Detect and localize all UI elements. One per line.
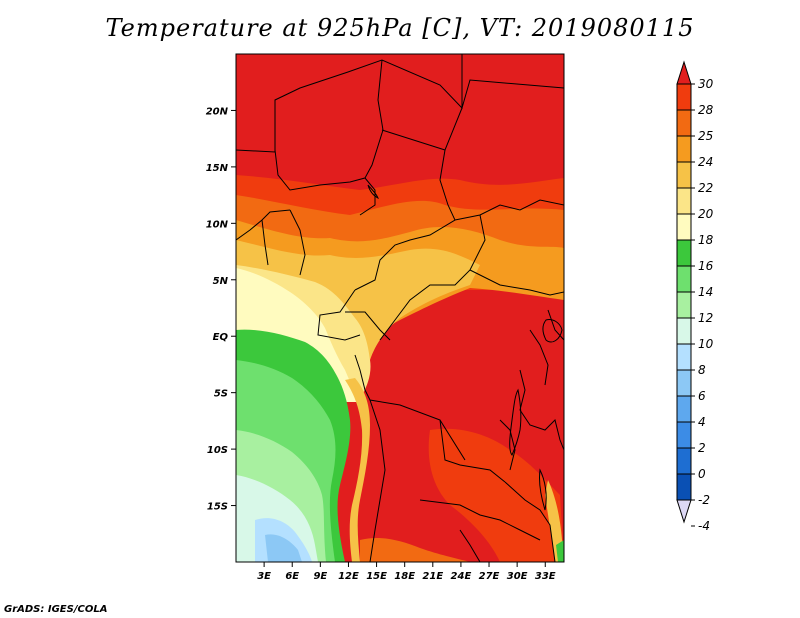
credit-text: GrADS: IGES/COLA	[4, 604, 108, 615]
colorbar-label: 30	[698, 77, 714, 91]
lat-tick-label: 5N	[213, 276, 229, 287]
colorbar-label: 28	[698, 103, 714, 117]
colorbar-label: 16	[698, 259, 714, 273]
lon-tick-label: 33E	[535, 571, 556, 582]
colorbar-label: -4	[698, 519, 710, 533]
lat-tick-label: 20N	[206, 106, 229, 117]
lat-tick-label: 15N	[206, 163, 229, 174]
lon-tick-label: 3E	[257, 571, 271, 582]
lat-tick-label: 10N	[206, 219, 229, 230]
colorbar-top-arrow	[676, 60, 692, 85]
colorbar-label: 18	[698, 233, 714, 247]
colorbar-swatch	[676, 213, 692, 241]
lon-tick-label: 30E	[507, 571, 528, 582]
colorbar-label: 12	[698, 311, 713, 325]
map-fill	[236, 54, 564, 562]
colorbar-label: 20	[698, 207, 714, 221]
colorbar-swatch	[676, 317, 692, 345]
colorbar-swatch	[676, 239, 692, 267]
colorbar-label: 4	[698, 415, 706, 429]
colorbar-swatch	[676, 187, 692, 215]
lon-tick-label: 15E	[366, 571, 387, 582]
lon-tick-label: 9E	[313, 571, 327, 582]
colorbar-swatch	[676, 421, 692, 449]
map-title: Temperature at 925hPa [C], VT: 201908011…	[105, 14, 695, 42]
colorbar-label: 2	[698, 441, 706, 455]
colorbar-label: 14	[698, 285, 713, 299]
colorbar-label: -2	[698, 493, 710, 507]
colorbar-label: 8	[698, 363, 706, 377]
lon-tick-label: 18E	[394, 571, 415, 582]
colorbar-bottom-arrow	[676, 499, 692, 524]
colorbar-label: 10	[698, 337, 714, 351]
lon-tick-label: 24E	[451, 571, 472, 582]
colorbar-label: 25	[698, 129, 713, 143]
longitude-axis: 3E 6E 9E 12E 15E 18E 21E 24E 27E 30E 33E	[257, 562, 556, 582]
colorbar-swatch	[676, 161, 692, 189]
colorbar-swatch	[676, 265, 692, 293]
colorbar-swatch	[676, 83, 692, 111]
lon-tick-label: 21E	[422, 571, 443, 582]
lat-tick-label: EQ	[213, 332, 229, 343]
lon-tick-label: 12E	[338, 571, 359, 582]
colorbar-swatch	[676, 473, 692, 501]
colorbar-label: 6	[698, 389, 706, 403]
colorbar-swatch	[676, 447, 692, 475]
lon-tick-label: 27E	[479, 571, 500, 582]
lakes	[367, 184, 563, 511]
colorbar-swatch	[676, 291, 692, 319]
lon-tick-label: 6E	[285, 571, 299, 582]
colorbar-swatch	[676, 343, 692, 371]
colorbar-swatch	[676, 109, 692, 137]
country-borders	[236, 54, 564, 562]
colorbar-label: 0	[698, 467, 706, 481]
colorbar-label: 22	[698, 181, 713, 195]
colorbar-swatch	[676, 135, 692, 163]
latitude-axis: 20N 15N 10N 5N EQ 5S 10S 15S	[206, 106, 236, 513]
colorbar-swatch	[676, 395, 692, 423]
colorbar-swatch	[676, 369, 692, 397]
lat-tick-label: 15S	[207, 502, 228, 513]
lat-tick-label: 5S	[214, 389, 228, 400]
lat-tick-label: 10S	[207, 445, 228, 456]
map-frame	[235, 53, 565, 563]
colorbar-label: 24	[698, 155, 713, 169]
